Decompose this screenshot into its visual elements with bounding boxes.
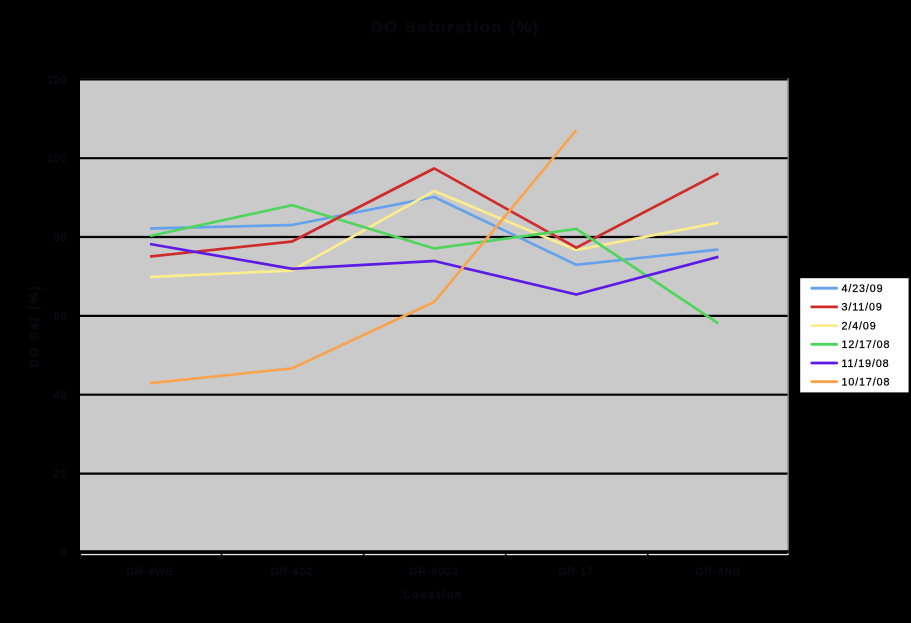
svg-text:100: 100: [47, 153, 68, 165]
svg-text:DR-4WB: DR-4WB: [126, 566, 174, 578]
svg-text:DO Saturation (%): DO Saturation (%): [371, 20, 540, 37]
svg-text:DR-602: DR-602: [271, 566, 313, 578]
svg-text:2/4/09: 2/4/09: [842, 320, 877, 332]
svg-text:11/19/08: 11/19/08: [842, 358, 890, 370]
svg-text:40: 40: [54, 390, 68, 402]
svg-text:DR-6003: DR-6003: [410, 566, 459, 578]
svg-text:DR-4NB: DR-4NB: [696, 566, 741, 578]
svg-text:4/23/09: 4/23/09: [842, 283, 884, 295]
svg-text:10/17/08: 10/17/08: [842, 377, 891, 389]
svg-text:0: 0: [61, 548, 68, 560]
svg-text:20: 20: [54, 469, 68, 481]
svg-text:12/17/08: 12/17/08: [842, 339, 891, 351]
svg-text:120: 120: [47, 74, 68, 86]
svg-text:80: 80: [54, 232, 68, 244]
svg-text:Location: Location: [403, 589, 463, 601]
svg-text:DR-17: DR-17: [559, 566, 594, 578]
svg-text:60: 60: [54, 311, 68, 323]
svg-text:DO Sat (%): DO Sat (%): [29, 284, 41, 367]
svg-text:3/11/09: 3/11/09: [842, 302, 883, 314]
